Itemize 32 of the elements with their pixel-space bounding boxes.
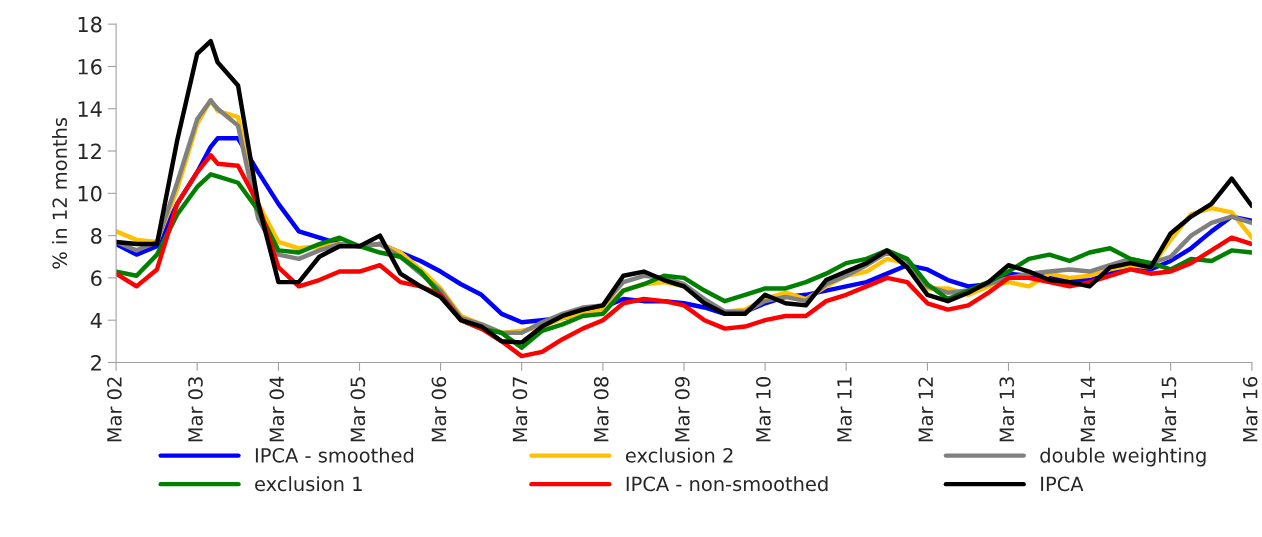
- legend-label: double weighting: [1040, 447, 1206, 467]
- y-tick-label: 10: [78, 185, 102, 202]
- x-tick-label: Mar 07: [512, 377, 528, 442]
- x-tick-label: Mar 04: [269, 376, 285, 442]
- legend-label: exclusion 1: [255, 476, 362, 492]
- x-tick-label: Mar 10: [756, 376, 771, 442]
- x-tick-label: Mar 12: [918, 377, 934, 442]
- x-tick-label: Mar 09: [674, 377, 690, 442]
- x-tick-label: Mar 02: [107, 377, 122, 442]
- y-tick-label: 2: [91, 354, 101, 371]
- x-tick-label: Mar 13: [999, 377, 1015, 442]
- y-axis-title: % in 12 months: [52, 117, 68, 269]
- legend-label: IPCA - non-smoothed: [626, 476, 828, 492]
- y-tick-label: 16: [78, 58, 102, 75]
- x-tick-label: Mar 14: [1080, 376, 1096, 442]
- y-tick-label: 8: [91, 228, 102, 244]
- line-series: [116, 38, 1252, 345]
- legend-label: IPCA - smoothed: [255, 447, 414, 463]
- y-tick-label: 6: [91, 270, 102, 287]
- y-tick-label: 14: [78, 101, 102, 117]
- legend-label: IPCA: [1041, 476, 1084, 492]
- y-tick-label: 4: [90, 312, 102, 329]
- x-tick-label: Mar 08: [593, 377, 609, 442]
- y-tick-label: 18: [78, 16, 102, 33]
- x-tick-label: Mar 11: [837, 377, 852, 442]
- x-tick-label: Mar 06: [431, 376, 447, 442]
- legend-label: exclusion 2: [625, 447, 733, 463]
- x-tick-label: Mar 16: [1242, 376, 1258, 442]
- x-tick-label: Mar 03: [188, 377, 203, 442]
- x-tick-label: Mar 15: [1161, 377, 1177, 442]
- x-tick-label: Mar 05: [350, 377, 366, 442]
- y-tick-label: 12: [78, 143, 101, 159]
